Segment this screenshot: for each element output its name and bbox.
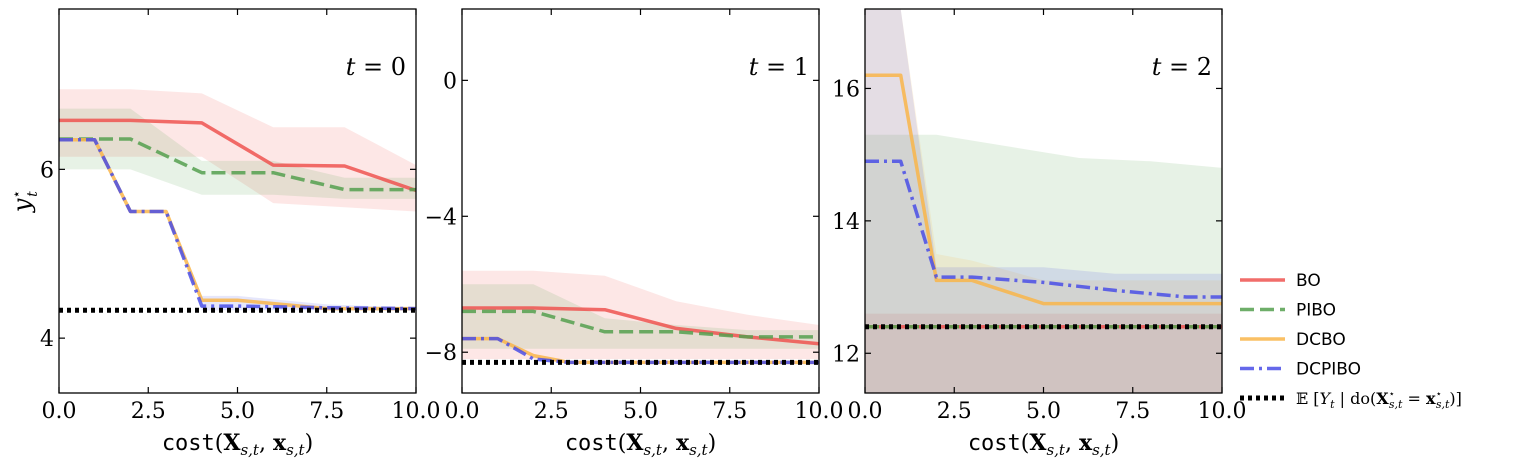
- x-tick-label: 2.5: [131, 399, 166, 424]
- y-tick-label: 12: [832, 342, 860, 367]
- y-tick-label: 4: [40, 327, 54, 352]
- line-pibo-panel-1: [462, 309, 819, 339]
- y-tick-label: 0: [443, 69, 457, 94]
- band-bo-panel-2: [865, 313, 1222, 393]
- x-tick-label: 5.0: [220, 399, 255, 424]
- legend-label-dcbo: DCBO: [1296, 330, 1346, 350]
- line-dcpibo-panel-0: [59, 138, 416, 311]
- line-dcbo-panel-2: [865, 73, 1222, 306]
- x-tick-label: 7.5: [309, 399, 344, 424]
- legend-label-bo: BO: [1296, 271, 1321, 291]
- legend-label-expectation: 𝔼 [Yt | do(X⋆ s,t = x⋆ s,t)]: [1296, 389, 1462, 411]
- band-dcbo-panel-2: [865, 9, 1222, 393]
- x-tick-label: 5.0: [1026, 399, 1061, 424]
- panel-0: 0.0 2.5 5.0 7.5 10.0 4 6 t = 0 cost(Xs,t, xs,t) y…: [8, 8, 441, 459]
- y-tick-label: −4: [425, 205, 457, 230]
- x-tick-label: 10.0: [392, 399, 441, 424]
- x-tick-label: 10.0: [1198, 399, 1247, 424]
- legend: BO PIBO DCBO DCPIBO 𝔼 [Yt | do(X⋆ s,t = x⋆ s,t…: [1240, 271, 1462, 411]
- panel-2: 0.0 2.5 5.0 7.5 10.0 12 14 16 t = 2 cost(Xs,t, xs…: [832, 8, 1247, 459]
- line-dcpibo-panel-1: [462, 336, 819, 365]
- x-tick-label: 7.5: [712, 399, 747, 424]
- y-tick-label: 14: [832, 210, 860, 235]
- band-dcpibo-panel-2: [865, 9, 1222, 393]
- x-tick-label: 0.0: [445, 399, 480, 424]
- time-step-annotation: t = 1: [749, 53, 809, 81]
- legend-label-pibo: PIBO: [1296, 301, 1336, 321]
- time-step-annotation: t = 0: [346, 53, 406, 81]
- x-axis-label: cost(Xs,t, xs,t): [565, 430, 716, 459]
- legend-label-dcpibo: DCPIBO: [1296, 360, 1361, 380]
- x-tick-label: 10.0: [795, 399, 844, 424]
- band-pibo-panel-1: [462, 284, 819, 349]
- time-step-annotation: t = 2: [1152, 53, 1212, 81]
- x-tick-label: 5.0: [623, 399, 658, 424]
- line-bo-panel-0: [59, 118, 416, 193]
- x-axis-label: cost(Xs,t, xs,t): [162, 430, 313, 459]
- x-tick-label: 2.5: [534, 399, 569, 424]
- x-tick-label: 0.0: [848, 399, 883, 424]
- y-tick-label: 6: [40, 158, 54, 183]
- x-tick-label: 0.0: [42, 399, 77, 424]
- x-tick-label: 7.5: [1115, 399, 1150, 424]
- x-tick-label: 2.5: [937, 399, 972, 424]
- line-dcpibo-panel-2: [865, 159, 1222, 299]
- band-pibo-panel-0: [59, 108, 416, 199]
- panel-1: 0.0 2.5 5.0 7.5 10.0 −8 −4 0 t = 1 cost(Xs,t, xs,…: [425, 8, 844, 459]
- y-tick-label: 16: [832, 77, 860, 102]
- y-axis-label: y⋆t: [8, 190, 41, 213]
- x-axis-label: cost(Xs,t, xs,t): [968, 430, 1119, 459]
- line-pibo-panel-0: [59, 137, 416, 192]
- y-tick-label: −8: [425, 341, 457, 366]
